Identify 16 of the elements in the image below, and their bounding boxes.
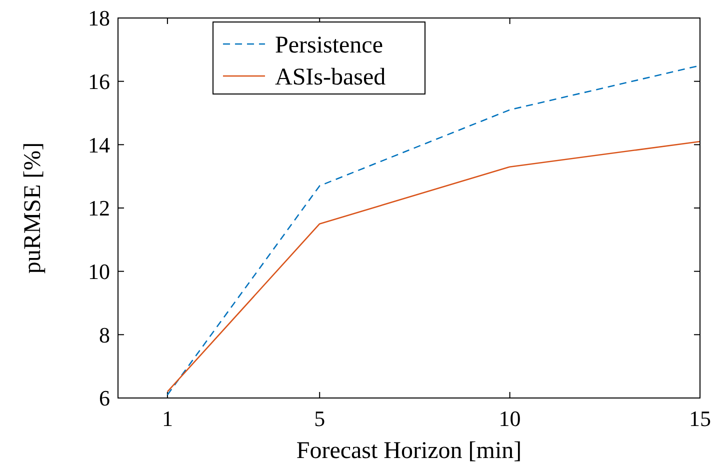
- y-tick-label: 12: [88, 196, 110, 221]
- y-axis-title: puRMSE [%]: [20, 142, 46, 274]
- y-tick-label: 10: [88, 259, 110, 284]
- legend-label: Persistence: [275, 32, 383, 58]
- line-series: [166, 140, 701, 392]
- x-tick-label: 1: [162, 406, 173, 431]
- y-tick-label: 6: [99, 386, 110, 411]
- legend-label: ASIs-based: [275, 64, 386, 90]
- x-tick-label: 10: [498, 406, 521, 431]
- y-tick-label: 16: [88, 69, 110, 94]
- x-axis-title: Forecast Horizon [min]: [296, 438, 522, 464]
- x-tick-label: 15: [689, 406, 711, 431]
- x-tick-label: 5: [314, 406, 326, 431]
- y-tick-label: 18: [88, 6, 110, 31]
- y-tick-label: 14: [88, 132, 110, 158]
- y-tick-label: 8: [99, 322, 110, 348]
